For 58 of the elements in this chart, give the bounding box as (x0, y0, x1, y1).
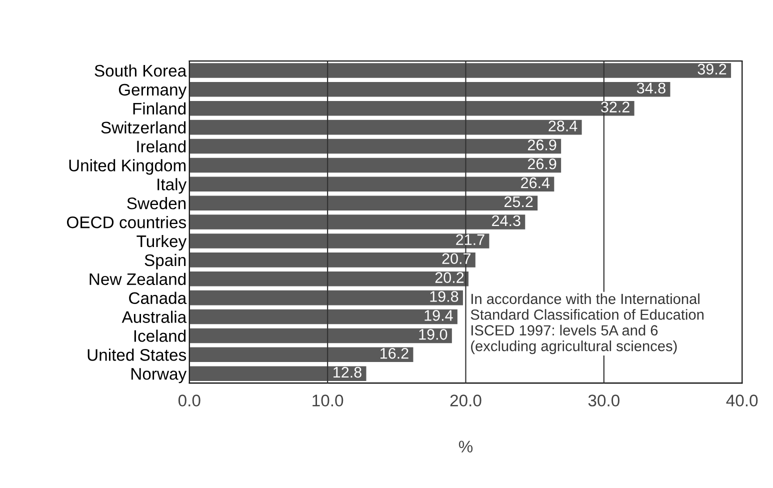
annotation: In accordance with the International Standard Classification of Education ISCED 1997: levels 5A and 6 (excluding agricultural sciences) (470, 293, 704, 354)
data-label: 26.4 (521, 177, 550, 188)
bar (189, 120, 582, 135)
bar (189, 100, 634, 116)
data-label: 32.2 (601, 102, 630, 112)
y-tick-label: Australia (122, 310, 187, 323)
data-label: 19.8 (430, 291, 458, 302)
y-tick-label: Italy (158, 178, 187, 194)
y-tick-label: Spain (144, 254, 186, 270)
bar (189, 309, 458, 324)
data-label: 26.9 (528, 158, 556, 170)
x-axis-title: % (458, 440, 473, 452)
x-tick-label: 10.0 (312, 394, 344, 406)
y-tick-label: Finland (133, 102, 186, 115)
x-tick-label: 30.0 (588, 394, 620, 406)
data-label: 20.7 (442, 253, 470, 264)
y-tick-label: Ireland (137, 140, 186, 152)
x-tick-label: 40.0 (726, 394, 758, 406)
data-label: 34.8 (636, 82, 666, 94)
y-tick-label: Turkey (136, 234, 187, 250)
y-tick-label: New Zealand (90, 272, 186, 286)
bar (189, 347, 414, 362)
data-label: 12.8 (334, 366, 362, 378)
bar (189, 234, 490, 248)
y-tick-label: Switzerland (101, 121, 186, 134)
data-label: 20.2 (435, 272, 464, 283)
bar (189, 138, 562, 154)
bar (189, 63, 732, 78)
bar (189, 214, 526, 230)
data-label: 19.0 (419, 329, 448, 340)
bar (189, 158, 562, 173)
y-tick-label: Canada (129, 292, 187, 304)
bar (189, 252, 476, 268)
y-tick-label: Norway (131, 368, 187, 384)
x-tick-label: 0.0 (178, 394, 200, 406)
y-tick-label: United States (88, 348, 186, 361)
y-tick-label: Iceland (134, 330, 186, 342)
data-label: 21.7 (456, 234, 484, 245)
data-label: 28.4 (548, 120, 578, 132)
data-label: 39.2 (698, 64, 726, 75)
y-tick-label: United Kingdom (69, 159, 186, 175)
bar (189, 290, 463, 306)
data-label: 16.2 (380, 348, 408, 359)
y-tick-label: OECD countries (66, 216, 186, 228)
bar (189, 176, 554, 192)
data-label: 25.2 (504, 196, 533, 208)
bar (189, 196, 538, 210)
bar (189, 328, 452, 344)
data-label: 26.9 (528, 140, 556, 150)
bar (189, 82, 670, 97)
y-tick-label: South Korea (94, 64, 187, 77)
x-tick-label: 20.0 (450, 394, 482, 406)
data-label: 19.4 (424, 310, 453, 321)
bar (189, 366, 366, 381)
bar (189, 271, 468, 286)
data-label: 24.3 (492, 215, 520, 226)
y-tick-label: Sweden (127, 197, 186, 210)
y-tick-label: Germany (118, 84, 187, 99)
